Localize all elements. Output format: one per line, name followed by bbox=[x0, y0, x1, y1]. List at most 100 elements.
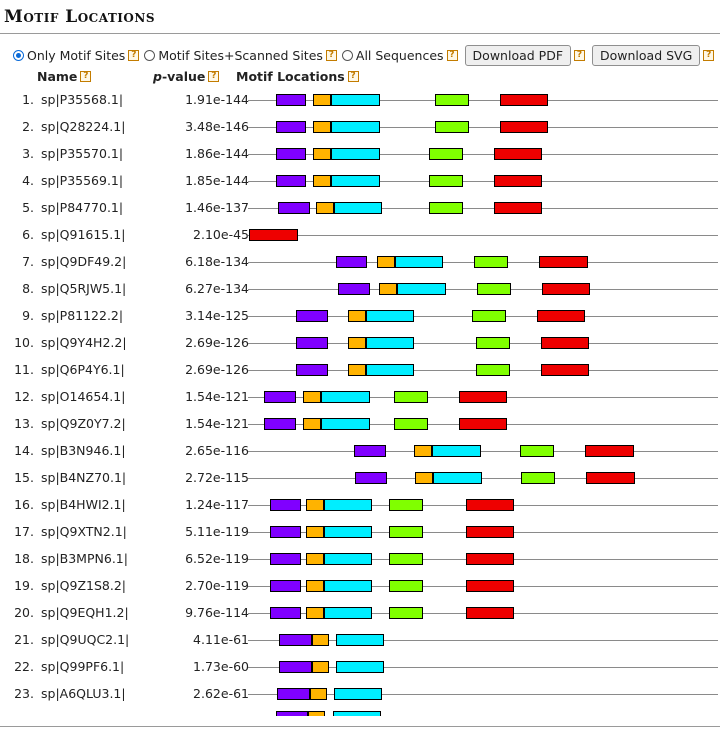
motif-site-m5[interactable] bbox=[542, 283, 590, 295]
motif-site-m4[interactable] bbox=[429, 202, 463, 214]
motif-site-m5[interactable] bbox=[500, 121, 548, 133]
only-motif-sites-radio[interactable] bbox=[13, 49, 24, 61]
motif-site-m4[interactable] bbox=[476, 337, 510, 349]
motif-site-m2[interactable] bbox=[306, 553, 324, 565]
motif-site-m5[interactable] bbox=[541, 364, 589, 376]
motif-site-m5[interactable] bbox=[500, 94, 548, 106]
motif-site-m2[interactable] bbox=[308, 711, 325, 716]
motif-site-m5[interactable] bbox=[586, 472, 635, 484]
option-only-motif-sites[interactable]: Only Motif Sites bbox=[13, 48, 125, 63]
motif-site-m5[interactable] bbox=[466, 499, 514, 511]
motif-site-m1[interactable] bbox=[270, 553, 301, 565]
motif-site-m1[interactable] bbox=[276, 711, 308, 716]
motif-site-m3[interactable] bbox=[432, 445, 481, 457]
help-icon[interactable]: ? bbox=[446, 49, 458, 61]
motif-site-m3[interactable] bbox=[321, 391, 370, 403]
motif-site-m3[interactable] bbox=[336, 661, 384, 673]
motif-site-m4[interactable] bbox=[520, 445, 554, 457]
motif-site-m3[interactable] bbox=[366, 337, 414, 349]
motif-site-m3[interactable] bbox=[331, 175, 380, 187]
motif-site-m3[interactable] bbox=[334, 688, 382, 700]
motif-site-m5[interactable] bbox=[459, 391, 507, 403]
help-icon[interactable]: ? bbox=[347, 70, 359, 82]
motif-site-m1[interactable] bbox=[270, 499, 301, 511]
all-sequences-radio[interactable] bbox=[341, 49, 353, 61]
motif-site-m3[interactable] bbox=[324, 499, 372, 511]
motif-site-m3[interactable] bbox=[433, 472, 482, 484]
motif-site-m4[interactable] bbox=[472, 310, 506, 322]
motif-site-m1[interactable] bbox=[264, 391, 296, 403]
motif-site-m4[interactable] bbox=[394, 391, 428, 403]
option-all-sequences[interactable]: All Sequences bbox=[341, 48, 444, 63]
help-icon[interactable]: ? bbox=[325, 49, 337, 61]
motif-site-m4[interactable] bbox=[389, 499, 423, 511]
motif-site-m4[interactable] bbox=[429, 148, 463, 160]
motif-site-m2[interactable] bbox=[306, 580, 324, 592]
motif-site-m2[interactable] bbox=[313, 94, 331, 106]
motif-site-m5[interactable] bbox=[585, 445, 634, 457]
motif-site-m3[interactable] bbox=[366, 364, 414, 376]
motif-site-m2[interactable] bbox=[313, 121, 331, 133]
motif-site-m3[interactable] bbox=[331, 121, 380, 133]
motif-site-m1[interactable] bbox=[276, 121, 306, 133]
motif-site-m1[interactable] bbox=[338, 283, 370, 295]
motif-site-m1[interactable] bbox=[296, 337, 328, 349]
motif-site-m1[interactable] bbox=[276, 94, 306, 106]
motif-site-m2[interactable] bbox=[348, 337, 366, 349]
motif-site-m5[interactable] bbox=[494, 202, 542, 214]
motif-site-m5[interactable] bbox=[466, 526, 514, 538]
motif-site-m3[interactable] bbox=[324, 607, 372, 619]
motif-site-m5[interactable] bbox=[537, 310, 585, 322]
motif-site-m5[interactable] bbox=[539, 256, 588, 268]
motif-site-m2[interactable] bbox=[414, 445, 432, 457]
motif-site-m2[interactable] bbox=[312, 634, 329, 646]
motif-site-m2[interactable] bbox=[313, 148, 331, 160]
motif-site-m2[interactable] bbox=[316, 202, 334, 214]
motif-site-m4[interactable] bbox=[477, 283, 511, 295]
motif-site-m1[interactable] bbox=[279, 634, 312, 646]
motif-site-m4[interactable] bbox=[429, 175, 463, 187]
sites-scanned-radio[interactable] bbox=[144, 49, 156, 61]
motif-site-m5[interactable] bbox=[459, 418, 507, 430]
motif-site-m3[interactable] bbox=[324, 580, 372, 592]
motif-site-m3[interactable] bbox=[324, 553, 372, 565]
motif-site-m3[interactable] bbox=[397, 283, 446, 295]
motif-site-m3[interactable] bbox=[324, 526, 372, 538]
motif-site-m5[interactable] bbox=[494, 148, 542, 160]
help-icon[interactable]: ? bbox=[574, 49, 586, 61]
download-pdf-button[interactable]: Download PDF bbox=[464, 44, 572, 66]
motif-site-m1[interactable] bbox=[270, 607, 301, 619]
motif-site-m2[interactable] bbox=[306, 526, 324, 538]
motif-site-m1[interactable] bbox=[276, 148, 306, 160]
motif-site-m4[interactable] bbox=[389, 526, 423, 538]
motif-site-m1[interactable] bbox=[354, 445, 386, 457]
motif-site-m2[interactable] bbox=[415, 472, 433, 484]
motif-site-m5[interactable] bbox=[466, 607, 514, 619]
help-icon[interactable]: ? bbox=[208, 70, 220, 82]
help-icon[interactable]: ? bbox=[80, 70, 92, 82]
motif-site-m4[interactable] bbox=[476, 364, 510, 376]
motif-site-m3[interactable] bbox=[321, 418, 370, 430]
motif-site-m4[interactable] bbox=[521, 472, 555, 484]
motif-site-m3[interactable] bbox=[333, 711, 381, 716]
motif-site-m2[interactable] bbox=[377, 256, 395, 268]
motif-site-m2[interactable] bbox=[306, 607, 324, 619]
motif-site-m1[interactable] bbox=[296, 310, 328, 322]
motif-site-m2[interactable] bbox=[303, 391, 321, 403]
help-icon[interactable]: ? bbox=[128, 49, 140, 61]
motif-site-m3[interactable] bbox=[334, 202, 382, 214]
motif-site-m5[interactable] bbox=[466, 553, 514, 565]
motif-site-m2[interactable] bbox=[303, 418, 321, 430]
motif-site-m1[interactable] bbox=[276, 175, 306, 187]
motif-site-m3[interactable] bbox=[331, 148, 380, 160]
motif-site-m4[interactable] bbox=[435, 94, 469, 106]
motif-site-m5[interactable] bbox=[541, 337, 589, 349]
motif-site-m2[interactable] bbox=[348, 364, 366, 376]
motif-site-m2[interactable] bbox=[313, 175, 331, 187]
motif-site-m4[interactable] bbox=[474, 256, 508, 268]
motif-site-m4[interactable] bbox=[389, 607, 423, 619]
download-svg-button[interactable]: Download SVG bbox=[592, 44, 701, 66]
motif-site-m1[interactable] bbox=[270, 580, 301, 592]
motif-site-m1[interactable] bbox=[355, 472, 387, 484]
motif-site-m5[interactable] bbox=[466, 580, 514, 592]
